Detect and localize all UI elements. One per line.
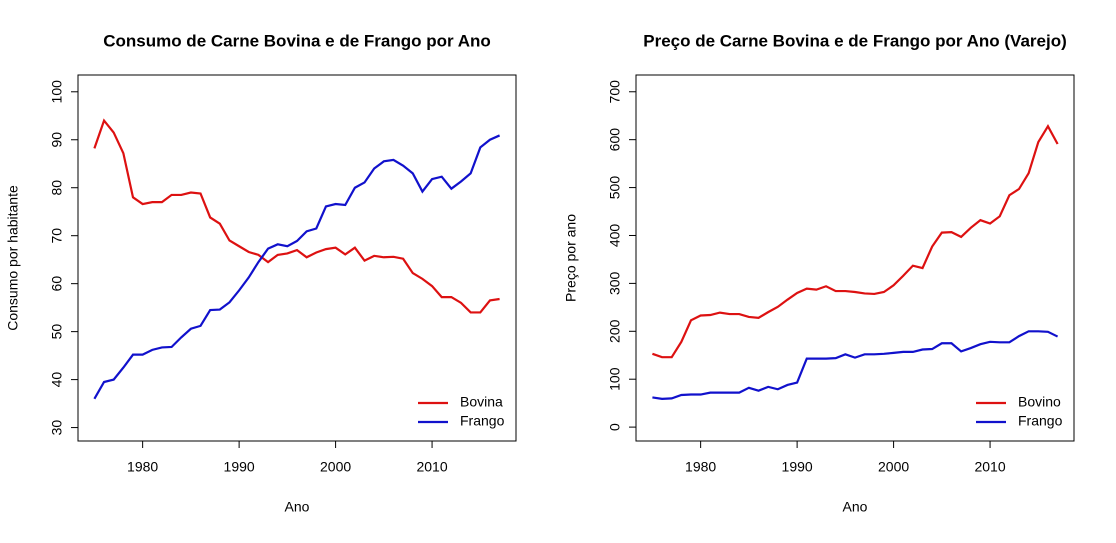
y-tick-label: 70: [49, 228, 65, 244]
x-tick-label: 2010: [416, 459, 447, 475]
y-tick-label: 60: [49, 276, 65, 292]
x-tick-label: 1980: [685, 459, 716, 475]
x-axis-label: Ano: [285, 499, 310, 515]
y-tick-label: 200: [607, 319, 623, 343]
y-tick-label: 100: [49, 80, 65, 104]
plot-box: [77, 74, 517, 442]
x-tick-label: 2000: [320, 459, 351, 475]
y-tick-label: 90: [49, 132, 65, 148]
y-tick-label: 300: [607, 271, 623, 295]
plot-box: [635, 74, 1075, 442]
y-axis-label: Preço por ano: [563, 214, 579, 302]
series-line: [93, 134, 501, 400]
chart-title: Preço de Carne Bovina e de Frango por An…: [643, 31, 1067, 50]
legend-label: Frango: [460, 413, 505, 429]
legend-label: Frango: [1018, 413, 1063, 429]
x-tick-label: 2000: [878, 459, 909, 475]
y-tick-label: 500: [607, 176, 623, 200]
series-line: [652, 330, 1059, 400]
x-tick-label: 1980: [127, 459, 158, 475]
y-tick-label: 40: [49, 372, 65, 388]
y-tick-label: 80: [49, 180, 65, 196]
y-axis-label: Consumo por habitante: [5, 185, 21, 331]
x-tick-label: 1990: [782, 459, 813, 475]
y-tick-label: 50: [49, 324, 65, 340]
chart-title: Consumo de Carne Bovina e de Frango por …: [103, 31, 491, 50]
y-tick-label: 700: [607, 80, 623, 104]
series-line: [652, 124, 1059, 359]
y-tick-label: 30: [49, 420, 65, 436]
legend-label: Bovino: [1018, 394, 1061, 410]
legend-label: Bovina: [460, 394, 503, 410]
x-tick-label: 2010: [974, 459, 1005, 475]
series-line: [93, 118, 500, 314]
x-tick-label: 1990: [224, 459, 255, 475]
y-tick-label: 0: [607, 423, 623, 431]
y-tick-label: 400: [607, 224, 623, 248]
y-tick-label: 100: [607, 367, 623, 391]
x-axis-label: Ano: [843, 499, 868, 515]
y-tick-label: 600: [607, 128, 623, 152]
